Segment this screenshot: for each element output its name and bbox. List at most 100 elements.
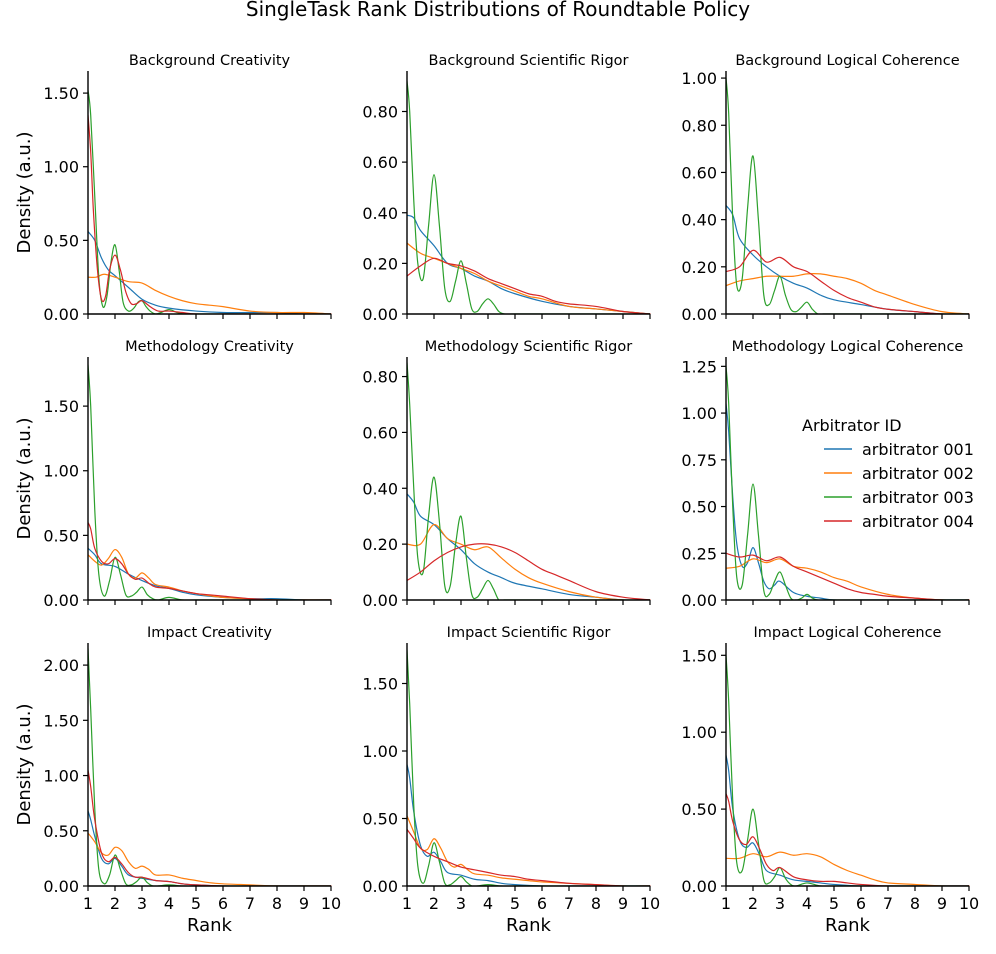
series-line-arbitrator-003 <box>726 77 970 314</box>
series-line-arbitrator-003 <box>88 364 332 600</box>
series-line-arbitrator-002 <box>407 523 651 600</box>
legend-entry: arbitrator 003 <box>824 488 974 507</box>
panel-title: Methodology Creativity <box>125 339 294 355</box>
x-tick-label: 1 <box>721 894 731 913</box>
legend-label-004: arbitrator 004 <box>862 512 974 531</box>
legend-title: Arbitrator ID <box>802 416 902 435</box>
panel-impact-creativity: Impact Creativity 1 2 3 4 5 6 7 8 9 10 0.00 0.50 1.00… <box>14 625 341 936</box>
series-group <box>407 361 651 600</box>
x-tick-label: 9 <box>937 894 947 913</box>
legend-entry: arbitrator 002 <box>824 464 974 483</box>
x-tick-label: 9 <box>618 894 628 913</box>
y-axis-label: Density (a.u.) <box>14 417 35 539</box>
y-tick-label: 1.50 <box>681 646 717 665</box>
series-group <box>726 365 970 600</box>
legend-label-001: arbitrator 001 <box>862 440 974 459</box>
series-line-arbitrator-003 <box>88 647 332 886</box>
y-tick-label: 0.50 <box>681 498 717 517</box>
x-tick-label: 5 <box>191 894 201 913</box>
y-tick-label: 0.00 <box>362 877 398 896</box>
panel-title: Impact Creativity <box>147 625 272 641</box>
panel-methodology-creativity: Methodology Creativity 0.00 0.50 1.00 1.50 De… <box>14 339 332 610</box>
y-tick-label: 0.25 <box>681 544 717 563</box>
panel-methodology-logical-coherence: Methodology Logical Coherence 0.00 0.25 0.5… <box>681 339 970 610</box>
x-tick-label: 3 <box>456 894 466 913</box>
series-line-arbitrator-002 <box>407 242 651 314</box>
panel-background-creativity: Background Creativity 0.00 0.50 1.00 1.50 Den… <box>14 53 332 324</box>
y-tick-label: 1.00 <box>43 767 79 786</box>
figure-title: SingleTask Rank Distributions of Roundta… <box>246 0 750 21</box>
y-tick-label: 1.50 <box>43 711 79 730</box>
y-tick-label: 1.00 <box>681 404 717 423</box>
y-axis-label: Density (a.u.) <box>14 703 35 825</box>
y-tick-label: 0.00 <box>43 305 79 324</box>
y-tick-label: 0.80 <box>362 368 398 387</box>
series-line-arbitrator-003 <box>407 649 651 886</box>
x-tick-label: 7 <box>245 894 255 913</box>
x-tick-label: 7 <box>883 894 893 913</box>
y-tick-label: 1.00 <box>43 462 79 481</box>
panel-title: Impact Scientific Rigor <box>447 625 611 641</box>
y-tick-label: 0.20 <box>362 254 398 273</box>
series-group <box>726 77 970 314</box>
y-tick-label: 0.00 <box>681 591 717 610</box>
y-tick-label: 1.00 <box>362 742 398 761</box>
x-tick-label: 6 <box>856 894 866 913</box>
panel-title: Impact Logical Coherence <box>754 625 942 641</box>
legend-entry: arbitrator 004 <box>824 512 974 531</box>
y-tick-label: 0.20 <box>681 258 717 277</box>
panels: Background Creativity 0.00 0.50 1.00 1.50 Den… <box>14 53 979 936</box>
x-tick-label: 10 <box>321 894 341 913</box>
y-tick-label: 0.00 <box>681 877 717 896</box>
x-tick-label: 4 <box>483 894 493 913</box>
series-line-arbitrator-004 <box>726 249 970 314</box>
x-axis-label: Rank <box>506 915 552 936</box>
series-line-arbitrator-004 <box>88 521 332 600</box>
x-tick-label: 2 <box>748 894 758 913</box>
y-axis-label: Density (a.u.) <box>14 131 35 253</box>
y-tick-label: 0.50 <box>43 526 79 545</box>
panel-impact-scientific-rigor: Impact Scientific Rigor 1 2 3 4 5 6 7 8 9 10 0.00 0.… <box>362 625 660 936</box>
x-axis-label: Rank <box>825 915 871 936</box>
y-tick-label: 0.00 <box>681 305 717 324</box>
panel-title: Methodology Logical Coherence <box>732 339 964 355</box>
series-line-arbitrator-002 <box>88 273 332 314</box>
series-line-arbitrator-003 <box>726 654 970 886</box>
x-tick-label: 4 <box>802 894 812 913</box>
panel-title: Methodology Scientific Rigor <box>425 339 632 355</box>
x-axis-label: Rank <box>187 915 233 936</box>
series-line-arbitrator-001 <box>407 763 651 886</box>
series-line-arbitrator-001 <box>407 493 651 600</box>
panel-impact-logical-coherence: Impact Logical Coherence 1 2 3 4 5 6 7 8 9 10 0.00 0… <box>681 625 979 936</box>
y-tick-label: 0.75 <box>681 451 717 470</box>
y-tick-label: 0.50 <box>43 822 79 841</box>
series-line-arbitrator-003 <box>407 361 651 600</box>
series-line-arbitrator-001 <box>88 230 332 314</box>
series-group <box>88 89 332 314</box>
x-tick-label: 8 <box>591 894 601 913</box>
x-tick-label: 3 <box>137 894 147 913</box>
series-line-arbitrator-004 <box>407 257 651 314</box>
series-line-arbitrator-002 <box>407 815 651 886</box>
y-tick-label: 0.40 <box>362 204 398 223</box>
x-tick-label: 1 <box>83 894 93 913</box>
y-tick-label: 0.50 <box>43 231 79 250</box>
series-line-arbitrator-001 <box>407 214 651 314</box>
series-line-arbitrator-004 <box>407 828 651 886</box>
y-tick-label: 0.60 <box>681 163 717 182</box>
y-tick-label: 1.50 <box>43 84 79 103</box>
panel-title: Background Scientific Rigor <box>429 53 629 69</box>
series-line-arbitrator-004 <box>726 552 970 600</box>
series-line-arbitrator-004 <box>88 769 332 886</box>
y-tick-label: 2.00 <box>43 656 79 675</box>
x-tick-label: 10 <box>640 894 660 913</box>
y-tick-label: 0.00 <box>43 877 79 896</box>
y-tick-label: 0.60 <box>362 423 398 442</box>
series-line-arbitrator-003 <box>407 80 651 314</box>
y-tick-label: 1.50 <box>362 675 398 694</box>
y-tick-label: 1.00 <box>43 158 79 177</box>
x-tick-label: 6 <box>537 894 547 913</box>
series-group <box>726 654 970 886</box>
